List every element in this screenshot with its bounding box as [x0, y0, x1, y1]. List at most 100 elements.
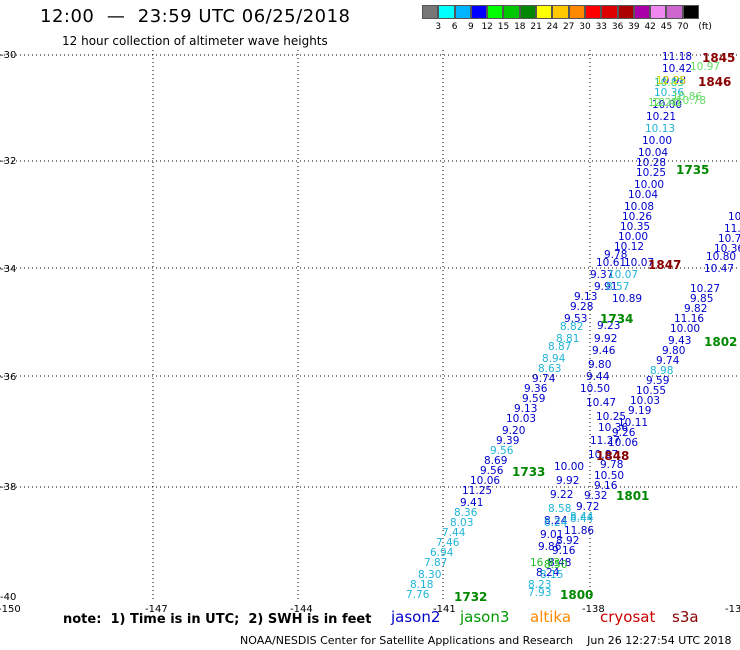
- legend-swatch: [633, 5, 651, 19]
- wave-height-value: 10.47: [586, 397, 616, 409]
- wave-height-value: 8.48: [548, 557, 571, 569]
- wave-height-value: 9.23: [597, 320, 620, 332]
- wave-height-value: 9.82: [684, 303, 707, 315]
- wave-height-value: 10.28: [636, 157, 666, 169]
- wave-height-value: 9.01: [540, 529, 563, 541]
- wave-height-value: 8.24: [544, 517, 568, 529]
- wave-height-value: 7.46: [436, 537, 460, 549]
- wave-height-value: 8.36: [454, 507, 478, 519]
- legend-tick-label: 21: [530, 22, 542, 32]
- legend-tick-label: 6: [451, 22, 458, 32]
- legend-unit-label: (ft): [698, 22, 712, 32]
- legend-tick-label: 45: [660, 22, 673, 32]
- color-legend: [422, 5, 700, 19]
- observation-time: 1846: [698, 75, 731, 89]
- wave-height-value: 9.59: [522, 393, 545, 405]
- legend-swatch: [584, 5, 602, 19]
- wave-height-value: 10.03: [630, 395, 660, 407]
- wave-height-value: 9.80: [662, 345, 685, 357]
- wave-height-value: 10.25: [596, 411, 626, 423]
- wave-height-value: 10.97: [690, 61, 720, 73]
- wave-height-value: 9.19: [628, 405, 651, 417]
- wave-height-value: 8.92: [556, 535, 579, 547]
- observation-time: 1802: [704, 335, 737, 349]
- wave-height-value: 10.87: [588, 449, 618, 461]
- wave-height-value: 16.93: [530, 557, 560, 569]
- legend-swatch: [487, 5, 504, 19]
- wave-height-value: 10.25: [636, 167, 666, 179]
- wave-height-value: 10.80: [706, 251, 736, 263]
- wave-height-value: 10.06: [608, 437, 638, 449]
- wave-height-value: 10.42: [662, 63, 692, 75]
- legend-tick-label: 70: [677, 22, 689, 32]
- latitude-label: -34: [0, 264, 16, 275]
- legend-tick-label: 3: [435, 22, 442, 32]
- longitude-label: -138: [582, 604, 605, 615]
- wave-height-value: 8.82: [560, 321, 583, 333]
- legend-tick-label: 39: [628, 22, 640, 32]
- wave-height-value: 9.37: [590, 269, 613, 281]
- legend-tick-label: 9: [468, 22, 474, 32]
- wave-height-value: 10.07: [624, 257, 654, 269]
- wave-height-value: 10.89: [612, 293, 642, 305]
- wave-height-value: 10.00: [670, 323, 700, 335]
- wave-height-value: 10.00: [634, 179, 664, 191]
- wave-height-value: 8.69: [484, 455, 507, 467]
- wave-height-value: 10.00: [642, 135, 672, 147]
- wave-height-value: 11.16: [674, 313, 704, 325]
- wave-height-value: 9.53: [564, 313, 587, 325]
- wave-height-value: 9.36: [524, 383, 548, 395]
- satellite-s3a: s3a: [672, 608, 699, 626]
- legend-tick-label: 42: [644, 22, 656, 32]
- wave-height-value: 9.39: [496, 435, 519, 447]
- wave-height-value: 11.86: [564, 525, 594, 537]
- wave-height-value: 9.74: [532, 373, 556, 385]
- map-subtitle: 12 hour collection of altimeter wave hei…: [62, 34, 328, 48]
- credit-footer: NOAA/NESDIS Center for Satellite Applica…: [240, 634, 732, 647]
- wave-height-value: 8.94: [542, 353, 566, 365]
- wave-height-value: 10.70: [728, 211, 740, 223]
- wave-height-value: 9.16: [552, 545, 576, 557]
- legend-swatch: [682, 5, 700, 19]
- wave-height-value: 11.18: [662, 51, 692, 63]
- wave-height-value: 10.03: [506, 413, 536, 425]
- wave-height-value: 7.76: [406, 589, 430, 601]
- wave-height-value: 9.13: [574, 291, 597, 303]
- wave-height-value: 10.50: [594, 470, 624, 482]
- wave-height-value: 10.36: [598, 422, 628, 434]
- wave-height-value: 10.21: [646, 111, 676, 123]
- wave-height-value: 8.30: [418, 569, 441, 581]
- wave-height-value: 11.27: [590, 435, 620, 447]
- wave-height-value: 8.63: [538, 363, 561, 375]
- legend-tick-label: 33: [595, 22, 608, 32]
- wave-height-value: 10.27: [690, 283, 720, 295]
- wave-height-value: 10.00: [554, 461, 584, 473]
- wave-height-value: 10.36: [654, 87, 684, 99]
- satellite-jason2: jason2: [391, 608, 441, 626]
- legend-tick-label: 27: [562, 22, 575, 32]
- wave-height-value: 9.43: [668, 335, 691, 347]
- legend-swatch: [568, 5, 585, 19]
- latitude-label: -40: [0, 592, 16, 603]
- wave-height-value: 9.92: [556, 475, 579, 487]
- wave-height-value: 9.74: [656, 355, 680, 367]
- longitude-label: -150: [0, 604, 21, 615]
- observation-time: 1735: [676, 163, 709, 177]
- legend-swatch: [470, 5, 488, 19]
- latitude-label: -36: [0, 372, 16, 383]
- units-note: note: 1) Time is in UTC; 2) SWH is in fe…: [63, 612, 372, 627]
- observation-time: 1801: [616, 489, 649, 503]
- longitude-label: -13: [725, 604, 740, 615]
- legend-swatch: [536, 5, 553, 19]
- legend-swatch: [438, 5, 455, 19]
- wave-height-value: 10.86: [672, 91, 702, 103]
- wave-height-value: 10.11: [618, 417, 648, 429]
- wave-height-value: 9.72: [576, 501, 599, 513]
- wave-height-value: 12.21: [648, 97, 678, 109]
- legend-tick-label: 12: [481, 22, 493, 32]
- wave-height-value: 9.85: [690, 293, 713, 305]
- wave-height-value: 10.55: [636, 385, 666, 397]
- latitude-label: -30: [0, 50, 16, 61]
- wave-height-value: 10.78: [676, 95, 706, 107]
- wave-height-value: 7.93: [528, 587, 551, 599]
